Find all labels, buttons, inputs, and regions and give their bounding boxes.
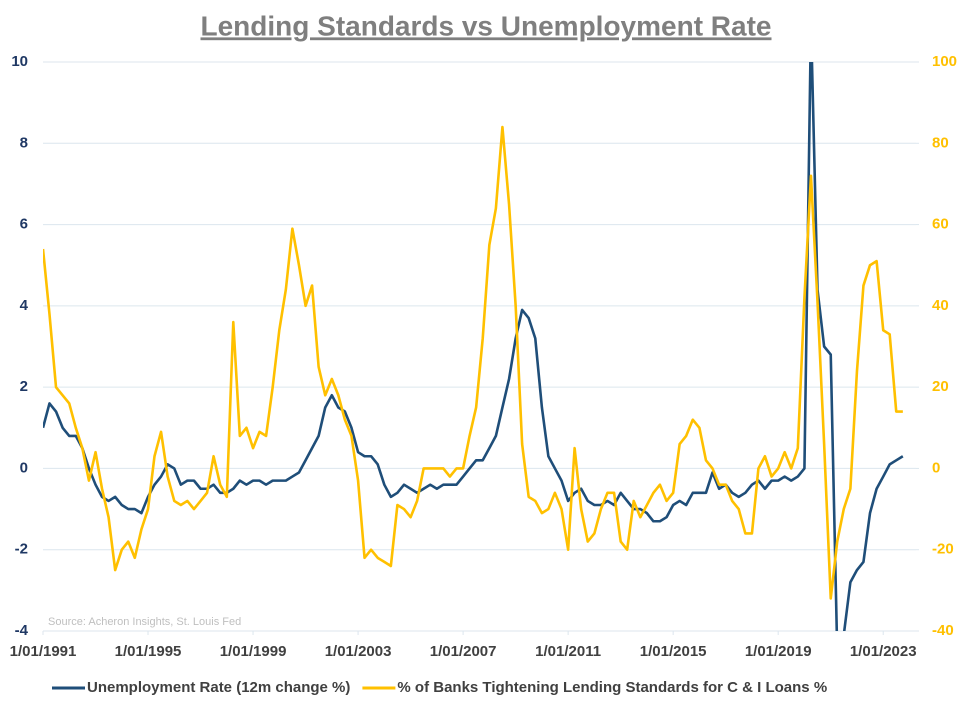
- x-tick-label: 1/01/2007: [430, 643, 497, 660]
- x-tick-label: 1/01/2011: [535, 643, 601, 660]
- y2-tick-label: 40: [932, 297, 949, 314]
- x-tick-label: 1/01/2023: [850, 643, 917, 660]
- legend-label: % of Banks Tightening Lending Standards …: [397, 679, 827, 696]
- y-tick-label: 6: [20, 216, 28, 233]
- y-tick-label: -2: [15, 541, 28, 558]
- series-line: [43, 125, 903, 600]
- y-tick-label: -4: [15, 622, 29, 639]
- chart-title: Lending Standards vs Unemployment Rate: [201, 10, 772, 41]
- x-tick-label: 1/01/1999: [220, 643, 287, 660]
- x-tick-label: 1/01/1991: [10, 643, 77, 660]
- y-tick-label: 4: [20, 297, 29, 314]
- y2-tick-label: 60: [932, 216, 949, 233]
- x-tick-label: 1/01/1995: [115, 643, 182, 660]
- x-tick-label: 1/01/2015: [640, 643, 707, 660]
- y2-tick-label: 20: [932, 378, 949, 395]
- plot-area: [43, 62, 904, 631]
- legend-label: Unemployment Rate (12m change %): [87, 679, 350, 696]
- y2-tick-label: 100: [932, 53, 957, 70]
- x-tick-label: 1/01/2019: [745, 643, 812, 660]
- y-tick-label: 8: [20, 134, 28, 151]
- series-line: [43, 62, 904, 631]
- y2-tick-label: 80: [932, 134, 949, 151]
- y-tick-label: 0: [20, 459, 28, 476]
- source-note: Source: Acheron Insights, St. Louis Fed: [48, 616, 241, 628]
- y-tick-label: 2: [20, 378, 28, 395]
- y2-tick-label: -40: [932, 622, 954, 639]
- y-tick-label: 10: [11, 53, 28, 70]
- y2-tick-label: -20: [932, 541, 954, 558]
- x-tick-label: 1/01/2003: [325, 643, 392, 660]
- y2-tick-label: 0: [932, 459, 940, 476]
